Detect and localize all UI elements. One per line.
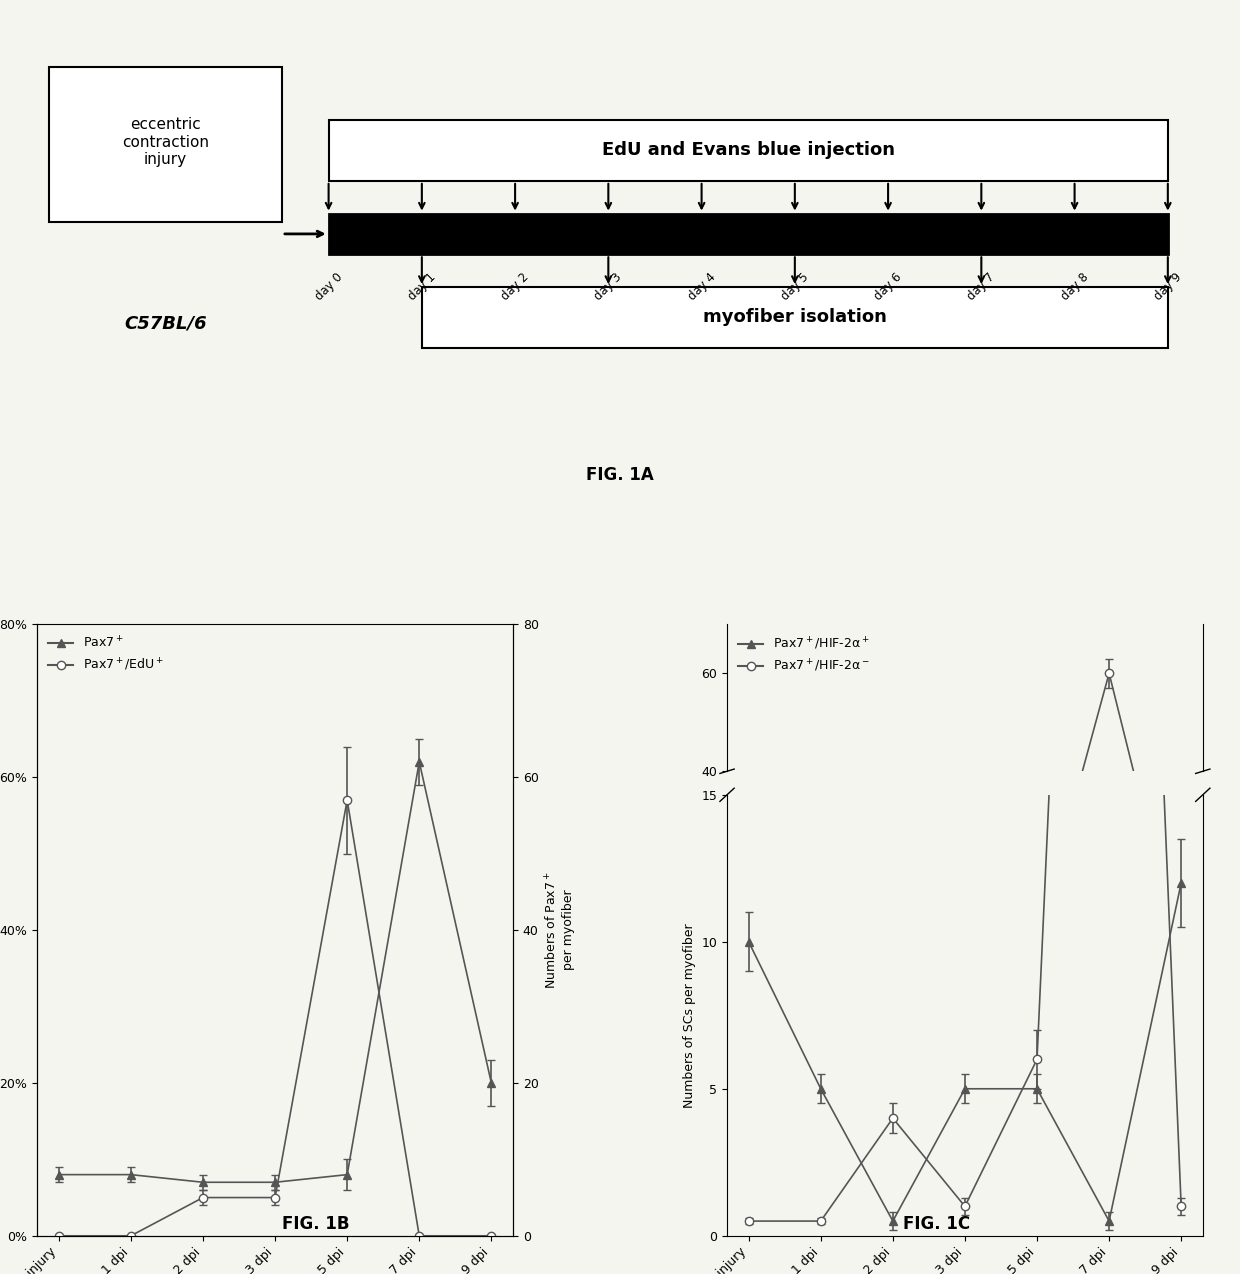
Text: day 6: day 6 bbox=[872, 270, 904, 303]
Legend: Pax7$^+$/HIF-2α$^+$, Pax7$^+$/HIF-2α$^-$: Pax7$^+$/HIF-2α$^+$, Pax7$^+$/HIF-2α$^-$ bbox=[733, 631, 875, 679]
Text: day 2: day 2 bbox=[498, 270, 532, 303]
Legend: Pax7$^+$, Pax7$^+$/EdU$^+$: Pax7$^+$, Pax7$^+$/EdU$^+$ bbox=[43, 631, 170, 678]
Text: day 9: day 9 bbox=[1152, 270, 1184, 303]
FancyBboxPatch shape bbox=[329, 120, 1168, 181]
Text: FIG. 1C: FIG. 1C bbox=[903, 1215, 970, 1233]
Text: day 3: day 3 bbox=[593, 270, 625, 303]
Text: day 8: day 8 bbox=[1059, 270, 1091, 303]
Text: day 0: day 0 bbox=[312, 270, 345, 303]
FancyBboxPatch shape bbox=[329, 214, 1168, 255]
Text: day 4: day 4 bbox=[686, 270, 718, 303]
FancyBboxPatch shape bbox=[48, 66, 281, 222]
Text: myofiber isolation: myofiber isolation bbox=[703, 308, 887, 326]
Y-axis label: Numbers of SCs per myofiber: Numbers of SCs per myofiber bbox=[683, 922, 696, 1107]
Text: FIG. 1B: FIG. 1B bbox=[283, 1215, 350, 1233]
Text: day 5: day 5 bbox=[779, 270, 811, 303]
Text: day 7: day 7 bbox=[965, 270, 998, 303]
Text: FIG. 1A: FIG. 1A bbox=[587, 466, 653, 484]
Text: eccentric
contraction
injury: eccentric contraction injury bbox=[122, 117, 208, 167]
FancyBboxPatch shape bbox=[422, 287, 1168, 348]
Text: EdU and Evans blue injection: EdU and Evans blue injection bbox=[601, 141, 895, 159]
Text: C57BL/6: C57BL/6 bbox=[124, 315, 207, 333]
Y-axis label: Numbers of Pax7$^+$
per myofiber: Numbers of Pax7$^+$ per myofiber bbox=[544, 871, 574, 989]
Text: day 1: day 1 bbox=[405, 270, 438, 303]
